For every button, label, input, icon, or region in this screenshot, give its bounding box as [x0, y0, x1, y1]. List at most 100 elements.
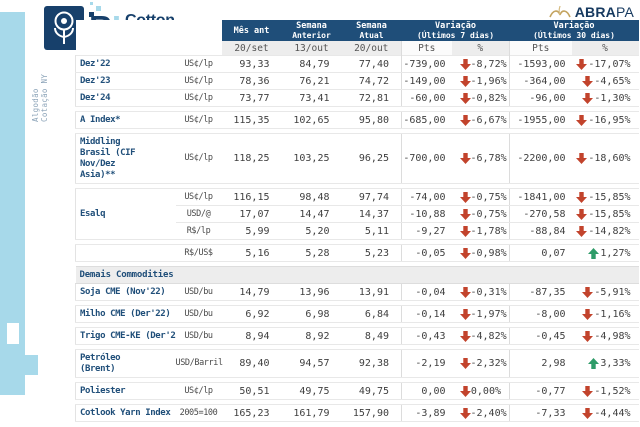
- row-label: Middling Brasil (CIF Nov/Dez Asia)**: [75, 133, 176, 184]
- unit-cell: R$/lp: [175, 222, 222, 240]
- variation-percent: -5,91%: [594, 286, 631, 298]
- row-label: Poliester: [75, 382, 176, 400]
- var30-pct-cell: -17,07%: [571, 55, 639, 73]
- var7-pts: 0,00: [401, 382, 452, 400]
- unit-cell: USD/bu: [175, 283, 222, 301]
- value-semana-atual: 157,90: [341, 404, 402, 422]
- value-semana-anterior: 98,48: [281, 188, 342, 206]
- var30-pts: -270,58: [509, 205, 572, 223]
- down-arrow-icon: [582, 385, 594, 397]
- value-semana-atual: 74,72: [341, 72, 402, 90]
- down-arrow-icon: [459, 153, 471, 164]
- var30-pts: -1955,00: [509, 111, 572, 129]
- variation-percent: -0,82%: [470, 92, 507, 104]
- subheader-pct-30: %: [571, 41, 639, 56]
- var7-pts: -0,04: [401, 283, 452, 301]
- var7-pct-cell: -2,32%: [451, 349, 510, 378]
- var7-pts: -700,00: [401, 133, 452, 184]
- variation-percent: -1,52%: [594, 385, 631, 397]
- header-band: Mês ant Semana Anterior Semana Atual Var…: [75, 20, 639, 41]
- var7-pts: -685,00: [401, 111, 452, 129]
- variation-percent: -4,44%: [594, 407, 631, 419]
- variation-percent: 0,00%: [470, 385, 501, 397]
- table-row: Petróleo (Brent) USD/Barril 89,40 94,57 92,3…: [75, 349, 639, 378]
- value-mes-ant: 50,51: [221, 382, 282, 400]
- side-label-line2: Cotação NY: [40, 73, 49, 122]
- var30-pct-cell: -14,82%: [571, 222, 639, 240]
- value-semana-anterior: 49,75: [281, 382, 342, 400]
- var7-pts: -0,43: [401, 327, 452, 345]
- value-mes-ant: 14,79: [221, 283, 282, 301]
- var30-pct-cell: 3,33%: [571, 349, 639, 378]
- value-semana-anterior: 84,79: [281, 55, 342, 73]
- variation-percent: -4,65%: [594, 75, 631, 87]
- down-arrow-icon: [459, 330, 471, 342]
- variation-percent: -1,78%: [470, 225, 507, 237]
- var30-pts: -96,00: [509, 89, 572, 107]
- value-semana-atual: 95,80: [341, 111, 402, 129]
- variation-percent: -1,97%: [470, 308, 507, 320]
- down-arrow-icon: [576, 58, 588, 70]
- var7-pct-cell: -6,67%: [451, 111, 510, 129]
- value-semana-anterior: 94,57: [281, 349, 342, 378]
- var7-pct-cell: -0,75%: [451, 205, 510, 223]
- value-semana-anterior: 13,96: [281, 283, 342, 301]
- table-row: Dez'23 US¢/lp 78,36 76,21 74,72 -149,00 -1,96%…: [75, 72, 639, 90]
- value-semana-atual: 96,25: [341, 133, 402, 184]
- row-label: [75, 244, 176, 262]
- variation-percent: -14,82%: [588, 225, 631, 237]
- row-label: Dez'23: [75, 72, 176, 90]
- footnotes: *A Index: referência de preço mundial do…: [75, 422, 638, 427]
- down-arrow-icon: [582, 75, 594, 87]
- value-mes-ant: 93,33: [221, 55, 282, 73]
- unit-cell: US¢/lp: [175, 111, 222, 129]
- variation-percent: -8,72%: [470, 58, 507, 70]
- down-arrow-icon: [582, 308, 594, 320]
- var7-pct-cell: -8,72%: [451, 55, 510, 73]
- var7-pct-cell: -0,31%: [451, 283, 510, 301]
- unit-cell: USD/bu: [175, 327, 222, 345]
- side-label-line1: Algodão: [31, 88, 40, 122]
- var7-pts: -0,05: [401, 244, 452, 262]
- variation-percent: -0,31%: [470, 286, 507, 298]
- header-empty: [75, 20, 222, 41]
- down-arrow-icon: [576, 153, 588, 164]
- var7-pts: -60,00: [401, 89, 452, 107]
- var7-pct-cell: -4,82%: [451, 327, 510, 345]
- value-semana-anterior: 76,21: [281, 72, 342, 90]
- up-arrow-icon: [588, 247, 600, 259]
- var30-pct-cell: -4,44%: [571, 404, 639, 422]
- var7-pct-cell: 0,00%: [451, 382, 510, 400]
- var30-pct-cell: -1,30%: [571, 89, 639, 107]
- row-label: Petróleo (Brent): [75, 349, 176, 378]
- row-label: Dez'22: [75, 55, 176, 73]
- value-semana-atual: 5,11: [341, 222, 402, 240]
- unit-cell: USD/@: [175, 205, 222, 223]
- down-arrow-icon: [459, 358, 471, 369]
- var30-pct-cell: -4,65%: [571, 72, 639, 90]
- price-table: Mês ant Semana Anterior Semana Atual Var…: [75, 20, 639, 422]
- value-semana-anterior: 103,25: [281, 133, 342, 184]
- value-mes-ant: 116,15: [221, 188, 282, 206]
- abrapa-name-light: PA: [615, 4, 634, 20]
- column-header-semana-anterior: Semana Anterior: [281, 20, 342, 41]
- var30-pct-cell: 1,27%: [571, 244, 639, 262]
- value-mes-ant: 165,23: [221, 404, 282, 422]
- date-semana-atual: 20/out: [341, 41, 402, 56]
- value-mes-ant: 89,40: [221, 349, 282, 378]
- var30-pts: -2200,00: [509, 133, 572, 184]
- value-semana-anterior: 161,79: [281, 404, 342, 422]
- unit-cell: US¢/lp: [175, 133, 222, 184]
- var30-pct-cell: -15,85%: [571, 188, 639, 206]
- table-row: R$/US$ 5,16 5,28 5,23 -0,05 -0,98% 0,07 1,27%: [75, 244, 639, 262]
- column-header-variacao-7-dias: Variação (Últimos 7 dias): [401, 20, 510, 41]
- variation-percent: -0,98%: [470, 247, 507, 259]
- var7-pts: -149,00: [401, 72, 452, 90]
- subheader-empty: [75, 41, 222, 56]
- variation-percent: -1,16%: [594, 308, 631, 320]
- date-mes-ant: 20/set: [221, 41, 282, 56]
- variation-percent: -17,07%: [588, 58, 631, 70]
- down-arrow-icon: [459, 58, 471, 70]
- abrapa-name: ABRAPA: [575, 4, 634, 20]
- unit-cell: USD/bu: [175, 305, 222, 323]
